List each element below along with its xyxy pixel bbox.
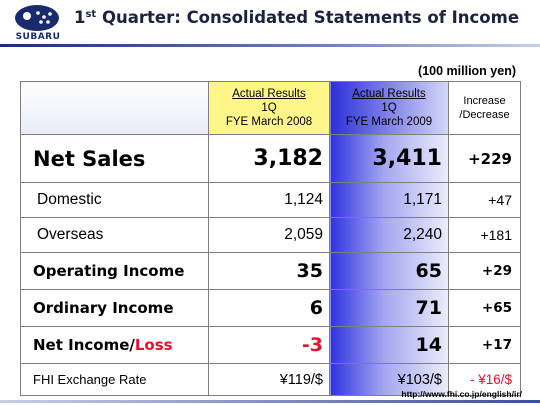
value-fye2008: 35 bbox=[208, 252, 330, 290]
value-fye2008: 6 bbox=[208, 289, 330, 327]
value-change: +229 bbox=[448, 134, 521, 183]
header-change: Increase /Decrease bbox=[448, 81, 521, 135]
table-row-net-income: Net Income/Loss -3 14 +17 bbox=[20, 326, 521, 364]
value-fye2008: 2,059 bbox=[208, 217, 330, 253]
title-divider bbox=[0, 44, 540, 47]
header-fye2009-line2: 1Q bbox=[381, 102, 397, 114]
value-fye2009: 14 bbox=[329, 326, 449, 364]
unit-label: (100 million yen) bbox=[418, 64, 516, 78]
value-fye2008: 3,182 bbox=[208, 134, 330, 183]
row-label: Overseas bbox=[20, 217, 209, 253]
value-change: +17 bbox=[448, 326, 521, 364]
slide-header: SUBARU 1st Quarter: Consolidated Stateme… bbox=[0, 0, 540, 47]
header-fye2008-line1: Actual Results bbox=[232, 88, 306, 100]
income-statement-table: Actual Results 1Q FYE March 2008 Actual … bbox=[20, 81, 521, 396]
page-title: 1st Quarter: Consolidated Statements of … bbox=[74, 8, 519, 27]
value-fye2009: 2,240 bbox=[329, 217, 449, 253]
value-change: +181 bbox=[448, 217, 521, 253]
value-fye2009: ¥103/$ bbox=[329, 363, 449, 396]
table-header-row: Actual Results 1Q FYE March 2008 Actual … bbox=[20, 81, 521, 135]
table-row-net-sales: Net Sales 3,182 3,411 +229 bbox=[20, 134, 521, 183]
header-fye2009-line3: FYE March 2009 bbox=[345, 116, 433, 128]
table-row-domestic: Domestic 1,124 1,171 +47 bbox=[20, 182, 521, 218]
value-fye2008: -3 bbox=[208, 326, 330, 364]
value-fye2009: 1,171 bbox=[329, 182, 449, 218]
header-fye2009: Actual Results 1Q FYE March 2009 bbox=[329, 81, 449, 135]
header-change-line1: Increase bbox=[463, 95, 506, 107]
row-label: FHI Exchange Rate bbox=[20, 363, 209, 396]
table-row-operating-income: Operating Income 35 65 +29 bbox=[20, 252, 521, 290]
title-text: Quarter: Consolidated Statements of Inco… bbox=[96, 8, 520, 27]
row-label: Net Income/Loss bbox=[20, 326, 209, 364]
footer-url[interactable]: http://www.fhi.co.jp/english/ir/ bbox=[401, 389, 522, 399]
row-label: Net Sales bbox=[20, 134, 209, 183]
title-number: 1 bbox=[74, 8, 86, 27]
header-blank-cell bbox=[20, 81, 209, 135]
value-fye2008: 1,124 bbox=[208, 182, 330, 218]
value-change: +47 bbox=[448, 182, 521, 218]
table-row-overseas: Overseas 2,059 2,240 +181 bbox=[20, 217, 521, 253]
value-fye2009: 3,411 bbox=[329, 134, 449, 183]
table-row-ordinary-income: Ordinary Income 6 71 +65 bbox=[20, 289, 521, 327]
row-label-loss: Loss bbox=[134, 336, 173, 354]
value-fye2009: 71 bbox=[329, 289, 449, 327]
header-fye2008-line2: 1Q bbox=[261, 102, 277, 114]
title-ordinal: st bbox=[85, 9, 97, 20]
header-fye2008-line3: FYE March 2008 bbox=[225, 116, 313, 128]
value-change: +29 bbox=[448, 252, 521, 290]
header-fye2008: Actual Results 1Q FYE March 2008 bbox=[208, 81, 330, 135]
value-change: +65 bbox=[448, 289, 521, 327]
row-label: Operating Income bbox=[20, 252, 209, 290]
logo-text: SUBARU bbox=[15, 32, 61, 42]
header-change-line2: /Decrease bbox=[459, 109, 510, 121]
value-fye2008: ¥119/$ bbox=[208, 363, 330, 396]
row-label: Domestic bbox=[20, 182, 209, 218]
value-fye2009: 65 bbox=[329, 252, 449, 290]
subaru-stars-icon bbox=[15, 5, 59, 31]
value-change: - ¥16/$ bbox=[448, 363, 521, 396]
header-fye2009-line1: Actual Results bbox=[352, 88, 426, 100]
subaru-logo: SUBARU bbox=[6, 2, 68, 44]
table-row-exchange-rate: FHI Exchange Rate ¥119/$ ¥103/$ - ¥16/$ bbox=[20, 363, 521, 396]
row-label-net-income: Net Income/ bbox=[33, 336, 135, 354]
row-label: Ordinary Income bbox=[20, 289, 209, 327]
footer-divider bbox=[0, 400, 540, 403]
